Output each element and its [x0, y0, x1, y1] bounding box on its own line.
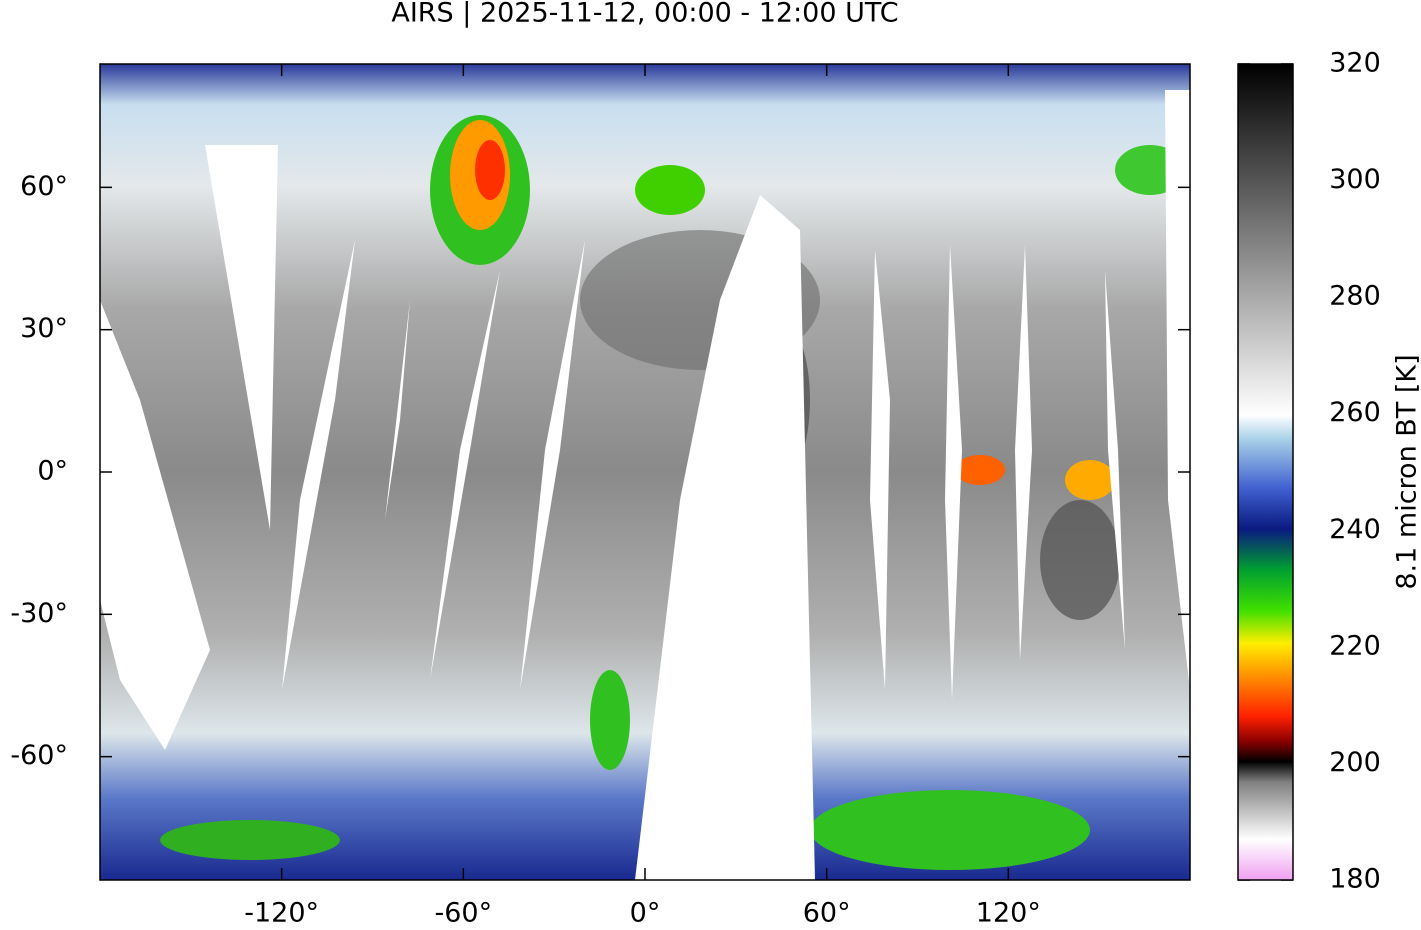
x-tick-label: -120°: [244, 898, 319, 929]
colorbar-tick-label: 320: [1329, 48, 1381, 79]
colorbar-tick-label: 180: [1329, 864, 1381, 895]
x-tick-label: 0°: [630, 898, 661, 929]
colorbar-tick-label: 240: [1329, 514, 1381, 545]
y-tick-label: -30°: [10, 598, 68, 629]
y-tick-label: 30°: [20, 313, 68, 344]
colorbar: [1237, 63, 1294, 881]
y-tick-label: -60°: [10, 740, 68, 771]
y-tick-label: 0°: [37, 456, 68, 487]
x-tick-label: 60°: [803, 898, 851, 929]
colorbar-tick-label: 300: [1329, 164, 1381, 195]
x-tick-label: 120°: [976, 898, 1041, 929]
axes: -120° -60° 0° 60° 120° -60° -30° 0° 30° 60° 180 200…: [10, 48, 1380, 929]
x-tick-label: -60°: [435, 898, 493, 929]
colorbar-tick-label: 280: [1329, 281, 1381, 312]
y-tick-label: 60°: [20, 171, 68, 202]
colorbar-label: 8.1 micron BT [K]: [1392, 354, 1421, 589]
colorbar-tick-label: 220: [1329, 630, 1381, 661]
chart-title: AIRS | 2025-11-12, 00:00 - 12:00 UTC: [391, 0, 898, 29]
colorbar-tick-label: 200: [1329, 747, 1381, 778]
colorbar-tick-label: 260: [1329, 397, 1381, 428]
map-image: [100, 64, 1190, 880]
